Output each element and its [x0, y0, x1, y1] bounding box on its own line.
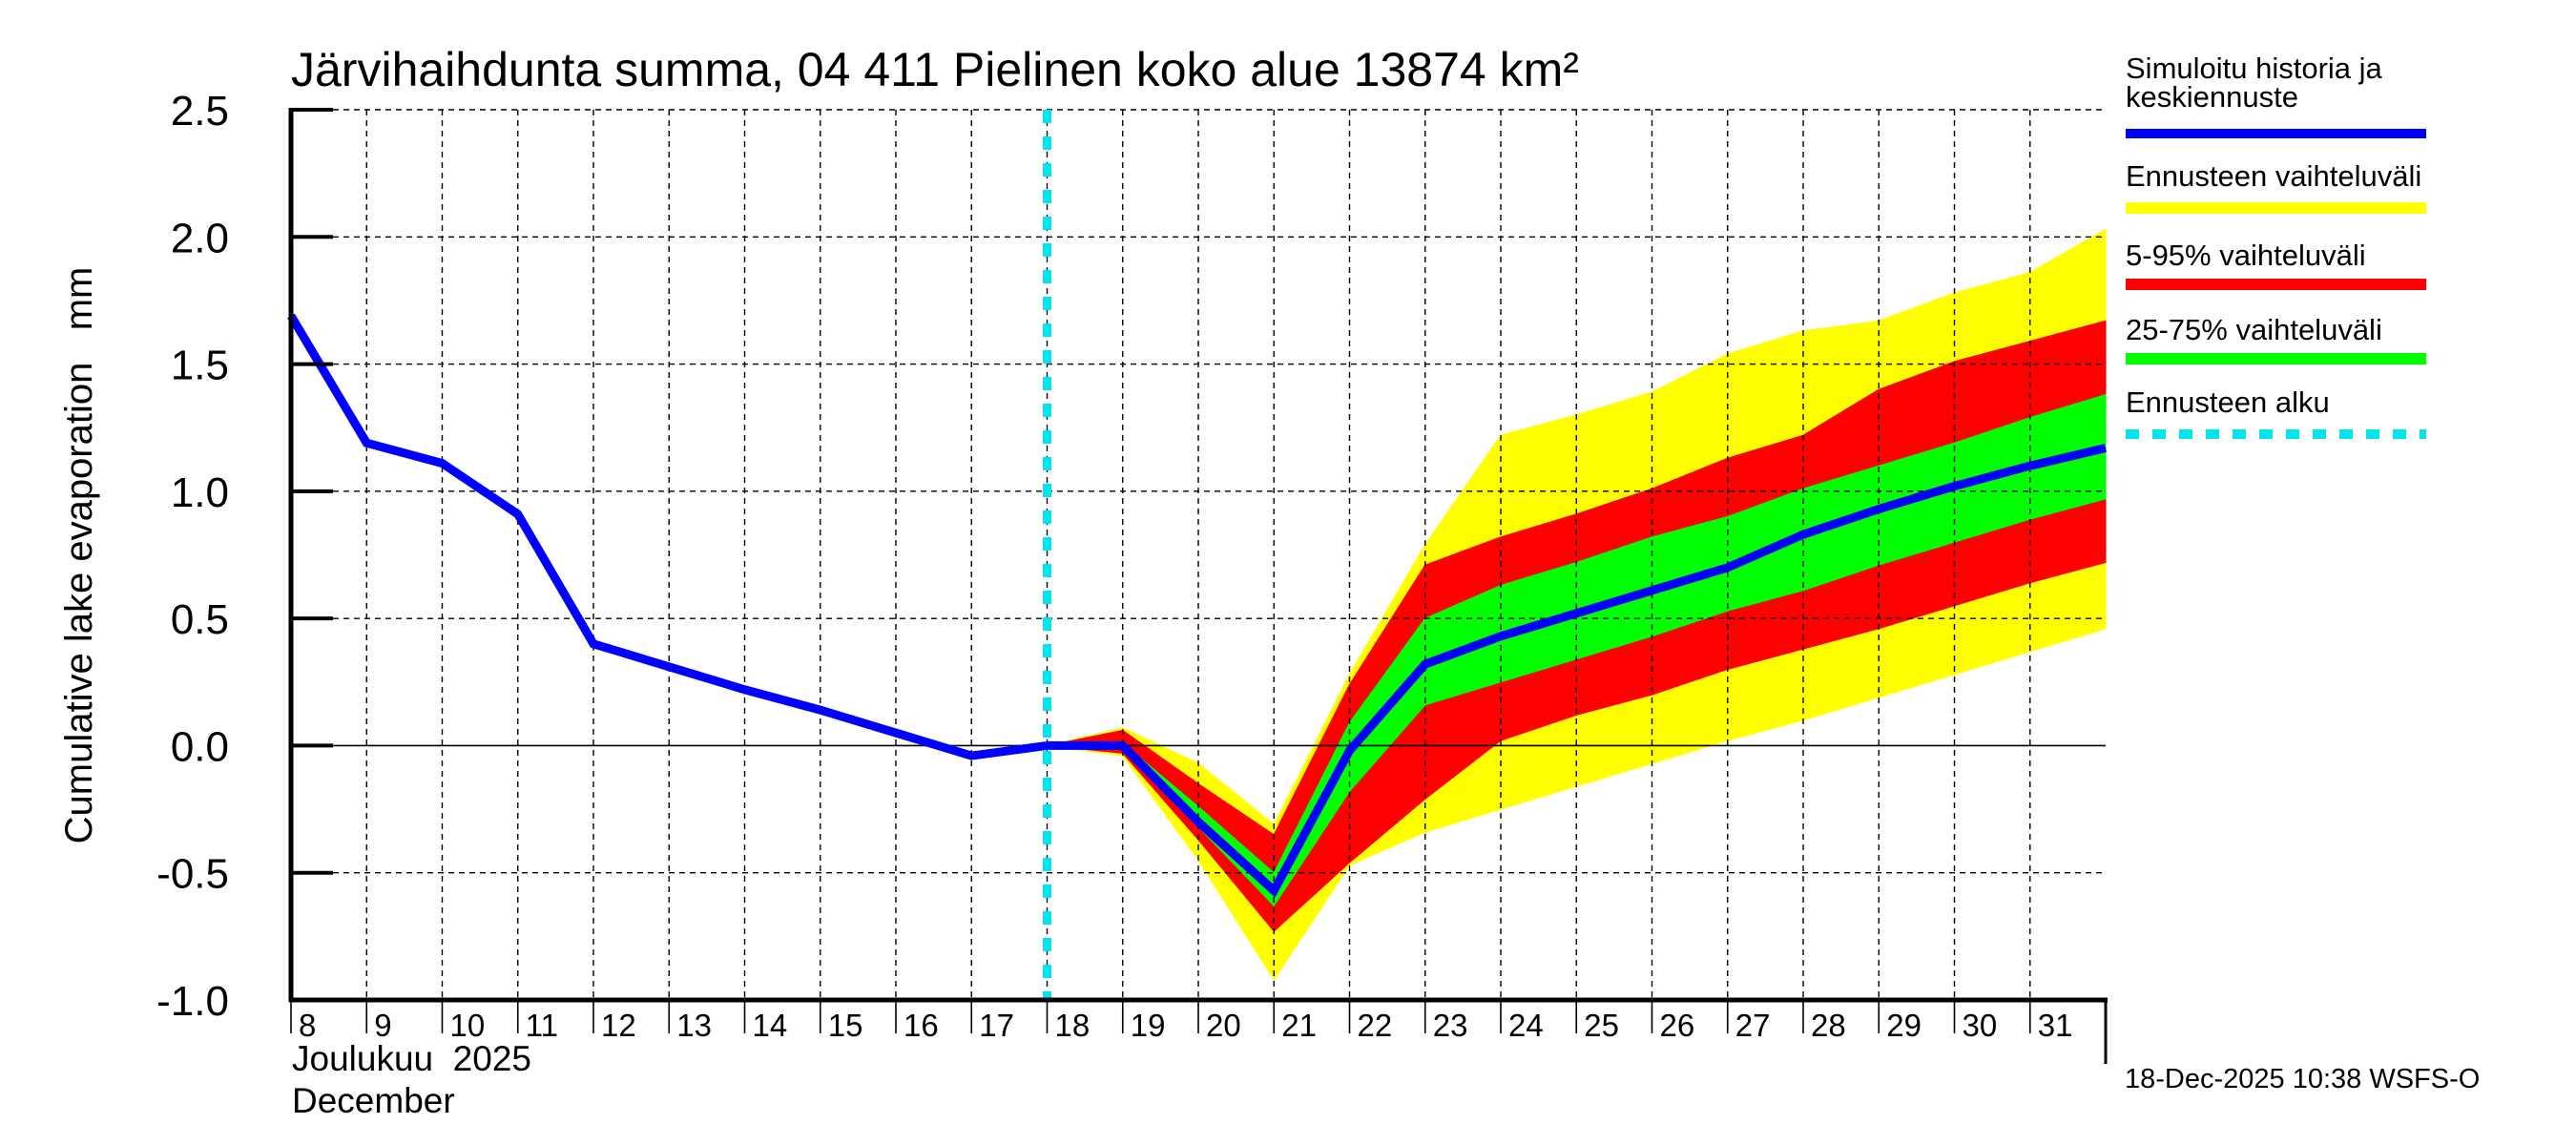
legend-label: 5-95% vaihteluväli — [2126, 239, 2366, 272]
x-tick-label: 9 — [374, 1008, 391, 1043]
x-tick-label: 13 — [676, 1008, 712, 1043]
x-tick-label: 31 — [2038, 1008, 2073, 1043]
y-tick-label: -0.5 — [156, 851, 229, 898]
x-tick-label: 27 — [1735, 1008, 1771, 1043]
legend-label: 25-75% vaihteluväli — [2126, 313, 2382, 346]
y-tick-label: 0.5 — [171, 596, 229, 643]
legend-entry: Ennusteen alku — [2126, 385, 2426, 439]
y-tick-label: 2.0 — [171, 215, 229, 261]
x-tick-label: 26 — [1660, 1008, 1695, 1043]
y-tick-label: 0.0 — [171, 723, 229, 770]
x-tick-label: 18 — [1055, 1008, 1091, 1043]
x-tick-label: 11 — [526, 1008, 558, 1043]
axes — [288, 108, 2108, 1064]
x-tick-label: 19 — [1131, 1008, 1166, 1043]
y-tick-label: 1.0 — [171, 469, 229, 516]
y-tick-label: 1.5 — [171, 343, 229, 389]
x-tick-label: 23 — [1433, 1008, 1468, 1043]
forecast-median-line — [1047, 444, 2108, 898]
x-tick-label: 21 — [1281, 1008, 1317, 1043]
legend-label: Ennusteen vaihteluväli — [2126, 159, 2421, 193]
legend-entry: 25-75% vaihteluväli — [2126, 313, 2426, 364]
x-tick-label: 17 — [979, 1008, 1014, 1043]
x-tick-label: 20 — [1206, 1008, 1241, 1043]
y-tick-label: 2.5 — [171, 88, 229, 135]
legend-label: Ennusteen alku — [2126, 385, 2330, 419]
grid-lines — [291, 109, 2106, 1000]
x-tick-label: 24 — [1508, 1008, 1544, 1043]
y-axis-label: Cumulative lake evaporation mm — [58, 267, 100, 844]
x-axis-month-en: December — [292, 1081, 455, 1120]
x-tick-label: 16 — [904, 1008, 939, 1043]
legend-entry: Ennusteen vaihteluväli — [2126, 159, 2426, 214]
chart-title: Järvihaihdunta summa, 04 411 Pielinen ko… — [291, 43, 1579, 96]
y-tick-label: -1.0 — [156, 978, 229, 1025]
x-tick-label: 25 — [1584, 1008, 1619, 1043]
timestamp: 18-Dec-2025 10:38 WSFS-O — [2125, 1064, 2480, 1094]
legend-swatch — [2126, 353, 2426, 364]
history-line — [287, 313, 1049, 760]
x-tick-label: 29 — [1886, 1008, 1922, 1043]
legend-swatch — [2126, 129, 2426, 138]
y-tick-labels: 2.5 2.0 1.5 1.0 0.5 0.0 -0.5 -1.0 — [156, 88, 229, 1025]
x-tick-label: 12 — [601, 1008, 636, 1043]
legend-swatch — [2126, 279, 2426, 290]
x-tick-label: 10 — [450, 1008, 486, 1043]
data-lines — [287, 110, 2108, 1000]
x-tick-label: 28 — [1811, 1008, 1846, 1043]
x-axis-month-fi: Joulukuu 2025 — [292, 1039, 531, 1078]
legend-label: Simuloitu historia ja — [2126, 52, 2383, 85]
legend-swatch — [2126, 202, 2426, 214]
legend-entry: 5-95% vaihteluväli — [2126, 239, 2426, 290]
x-tick-labels: 8 9 10 11 12 13 14 15 16 17 18 19 20 21 22 23 24 25 26 27 28… — [299, 1008, 2072, 1043]
legend-label-line2: keskiennuste — [2126, 80, 2298, 114]
x-tick-label: 8 — [299, 1008, 316, 1043]
x-tick-label: 14 — [753, 1008, 788, 1043]
x-tick-label: 30 — [1963, 1008, 1998, 1043]
x-tick-label: 22 — [1358, 1008, 1393, 1043]
x-tick-label: 15 — [828, 1008, 863, 1043]
